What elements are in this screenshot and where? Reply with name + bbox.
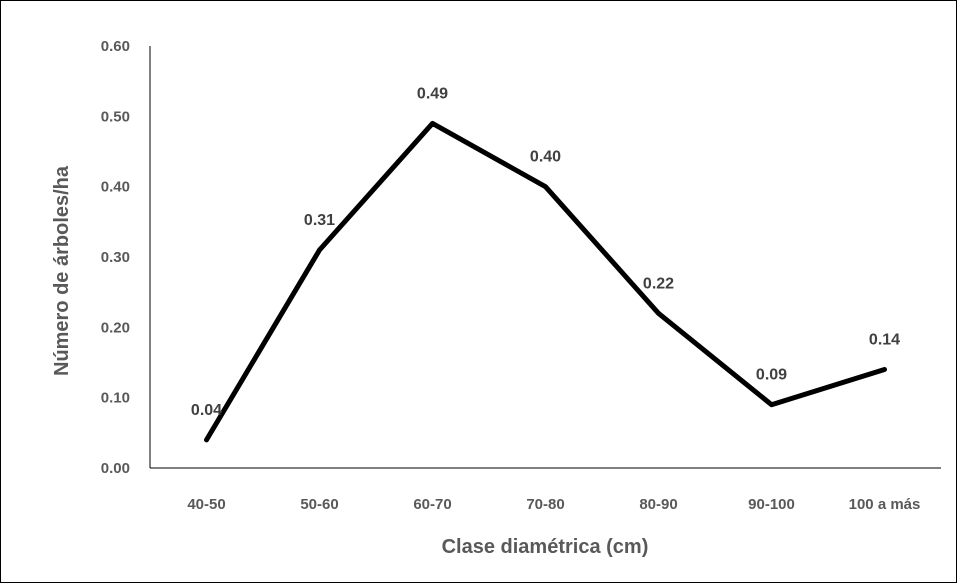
y-tick-label: 0.00 xyxy=(101,460,130,477)
data-labels: 0.04 0.31 0.49 0.40 0.22 0.09 0.14 xyxy=(191,85,900,419)
y-tick-label: 0.10 xyxy=(101,390,130,407)
x-axis-title: Clase diamétrica (cm) xyxy=(442,536,649,558)
y-tick-label: 0.60 xyxy=(101,38,130,55)
x-tick-label: 100 a más xyxy=(849,496,921,513)
series xyxy=(204,120,887,443)
y-tick-label: 0.50 xyxy=(101,108,130,125)
data-label: 0.49 xyxy=(417,85,448,102)
y-tick-label: 0.40 xyxy=(101,179,130,196)
y-tick-label: 0.20 xyxy=(101,319,130,336)
axes xyxy=(149,46,941,469)
x-tick-labels: 40-50 50-60 60-70 70-80 80-90 90-100 100 a más xyxy=(187,496,920,513)
data-label: 0.04 xyxy=(191,402,222,419)
data-label: 0.14 xyxy=(869,332,900,349)
y-tick-label: 0.30 xyxy=(101,249,130,266)
y-tick-labels: 0.00 0.10 0.20 0.30 0.40 0.50 0.60 xyxy=(101,38,130,477)
series-line xyxy=(204,120,887,443)
x-tick-label: 70-80 xyxy=(526,496,564,513)
data-label: 0.09 xyxy=(756,367,787,384)
x-tick-label: 90-100 xyxy=(748,496,795,513)
data-label: 0.31 xyxy=(304,212,335,229)
x-tick-label: 40-50 xyxy=(187,496,225,513)
x-tick-label: 60-70 xyxy=(413,496,451,513)
x-tick-label: 50-60 xyxy=(300,496,338,513)
data-label: 0.40 xyxy=(530,149,561,166)
y-axis-title: Número de árboles/ha xyxy=(51,165,73,376)
x-tick-label: 80-90 xyxy=(639,496,677,513)
data-label: 0.22 xyxy=(643,275,674,292)
